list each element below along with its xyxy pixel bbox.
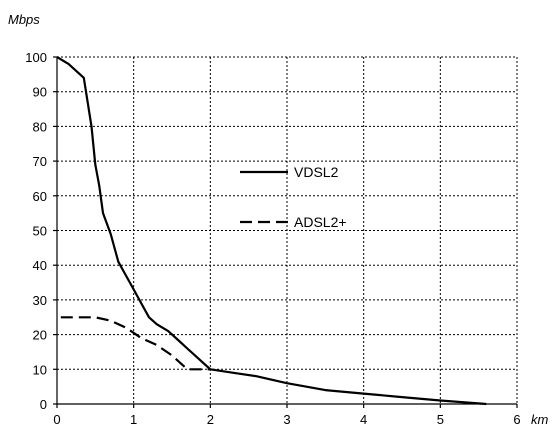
grid	[57, 56, 518, 404]
y-tick-label: 10	[33, 362, 47, 377]
x-tick-label: 4	[360, 412, 367, 427]
y-tick-label: 80	[33, 119, 47, 134]
y-tick-label: 50	[33, 224, 47, 239]
series-lines	[56, 56, 487, 406]
legend-label: VDSL2	[294, 164, 339, 180]
y-tick-label: 100	[25, 50, 47, 65]
y-tick-label: 30	[33, 293, 47, 308]
x-tick-label: 3	[283, 412, 290, 427]
x-tick-label: 6	[513, 412, 520, 427]
y-axis-label: Mbps	[8, 12, 40, 27]
y-tick-label: 90	[33, 85, 47, 100]
legend: VDSL2 ADSL2+	[240, 164, 347, 230]
y-tick-label: 20	[33, 328, 47, 343]
x-tick-label: 0	[53, 412, 60, 427]
legend-label: ADSL2+	[294, 214, 347, 230]
series-line-adsl2	[60, 316, 211, 371]
y-tick-label: 70	[33, 154, 47, 169]
y-tick-label: 60	[33, 189, 47, 204]
y-tick-label: 40	[33, 258, 47, 273]
y-tick-label: 0	[40, 397, 47, 412]
x-tick-label: 2	[207, 412, 214, 427]
x-axis-label: km	[531, 412, 549, 427]
x-tick-label: 1	[130, 412, 137, 427]
series-line-vdsl2	[56, 56, 487, 406]
x-tick-label: 5	[437, 412, 444, 427]
